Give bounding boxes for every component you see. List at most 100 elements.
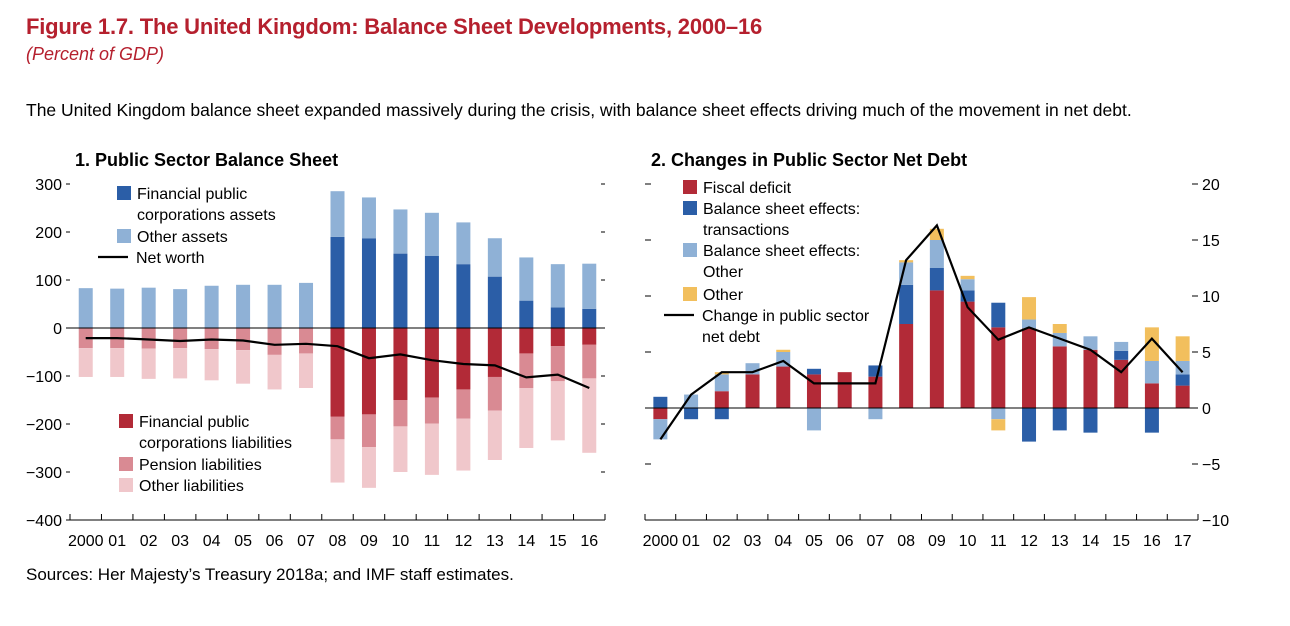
bar-other-liabilities bbox=[78, 348, 93, 377]
x-tick-label: 09 bbox=[360, 533, 378, 550]
bar-financial-public-corporations-assets bbox=[330, 236, 345, 328]
bar-fiscal-deficit bbox=[991, 327, 1006, 408]
legend-label: Other bbox=[703, 264, 744, 281]
legend-label: Balance sheet effects: bbox=[703, 201, 860, 218]
bar-other-liabilities bbox=[299, 353, 314, 388]
legend-label: Fiscal deficit bbox=[703, 180, 792, 197]
bar-fiscal-deficit bbox=[929, 290, 944, 408]
bar-financial-public-corporations-assets bbox=[519, 300, 534, 328]
legend-swatch bbox=[119, 457, 133, 471]
x-tick-label: 06 bbox=[836, 533, 854, 550]
bar-other-assets bbox=[456, 222, 471, 265]
bar-pension-liabilities bbox=[550, 346, 565, 382]
bar-other-assets bbox=[236, 284, 251, 328]
x-tick-label: 02 bbox=[713, 533, 731, 550]
bar-balance-sheet-effects-other bbox=[991, 408, 1006, 420]
y-tick-label: −300 bbox=[26, 465, 62, 482]
x-tick-label: 17 bbox=[1174, 533, 1192, 550]
x-tick-label: 12 bbox=[454, 533, 472, 550]
bar-balance-sheet-effects-transactions bbox=[868, 365, 883, 377]
bar-other bbox=[929, 228, 944, 240]
bar-balance-sheet-effects-transactions bbox=[1114, 350, 1129, 360]
bar-balance-sheet-effects-other bbox=[868, 408, 883, 420]
bar-financial-public-corporations-liabilities bbox=[519, 328, 534, 354]
x-tick-label: 13 bbox=[1051, 533, 1069, 550]
bar-other bbox=[1052, 324, 1067, 333]
y-tick-label: −400 bbox=[26, 513, 62, 530]
x-tick-label: 10 bbox=[392, 533, 410, 550]
bar-balance-sheet-effects-transactions bbox=[1022, 408, 1037, 442]
figure-summary: The United Kingdom balance sheet expande… bbox=[26, 100, 1132, 120]
bar-balance-sheet-effects-other bbox=[714, 374, 729, 392]
bar-balance-sheet-effects-transactions bbox=[991, 302, 1006, 328]
x-tick-label: 04 bbox=[203, 533, 221, 550]
y-tick-label: 10 bbox=[1202, 289, 1220, 306]
x-tick-label: 16 bbox=[1143, 533, 1161, 550]
bar-other-assets bbox=[393, 209, 408, 254]
bar-pension-liabilities bbox=[487, 376, 502, 411]
bar-financial-public-corporations-assets bbox=[424, 256, 439, 328]
bar-pension-liabilities bbox=[519, 353, 534, 388]
y-tick-label: −200 bbox=[26, 417, 62, 434]
bar-balance-sheet-effects-transactions bbox=[1052, 408, 1067, 431]
bar-fiscal-deficit bbox=[653, 408, 668, 420]
bar-fiscal-deficit bbox=[1114, 359, 1129, 408]
bar-other-assets bbox=[204, 285, 219, 328]
bar-other-assets bbox=[267, 284, 282, 328]
bar-other-liabilities bbox=[487, 410, 502, 460]
bar-fiscal-deficit bbox=[899, 324, 914, 408]
x-tick-label: 11 bbox=[990, 533, 1007, 550]
x-tick-label: 12 bbox=[1020, 533, 1038, 550]
bar-balance-sheet-effects-transactions bbox=[1144, 408, 1159, 433]
bar-other bbox=[1144, 327, 1159, 361]
bar-other-assets bbox=[550, 264, 565, 308]
legend-swatch bbox=[683, 201, 697, 215]
bar-other bbox=[776, 349, 791, 352]
bar-other-liabilities bbox=[393, 426, 408, 472]
bar-balance-sheet-effects-other bbox=[745, 363, 760, 375]
bar-balance-sheet-effects-transactions bbox=[899, 284, 914, 324]
bar-other-assets bbox=[141, 287, 156, 328]
bar-other bbox=[1175, 336, 1190, 361]
legend-label: Balance sheet effects: bbox=[703, 243, 860, 260]
legend-label: Pension liabilities bbox=[139, 457, 262, 474]
bar-other-assets bbox=[487, 238, 502, 277]
x-tick-label: 03 bbox=[744, 533, 762, 550]
panel2-title: 2. Changes in Public Sector Net Debt bbox=[651, 150, 967, 170]
y-tick-label: 100 bbox=[35, 273, 62, 290]
bar-other bbox=[960, 275, 975, 280]
x-tick-label: 2000 bbox=[68, 533, 104, 550]
bar-other bbox=[1022, 297, 1037, 320]
x-tick-label: 10 bbox=[959, 533, 977, 550]
bar-fiscal-deficit bbox=[714, 391, 729, 408]
bar-balance-sheet-effects-other bbox=[1083, 336, 1098, 350]
bar-other-liabilities bbox=[330, 439, 345, 483]
bar-other-liabilities bbox=[204, 349, 219, 381]
legend-label: Net worth bbox=[136, 250, 204, 267]
bar-balance-sheet-effects-transactions bbox=[1083, 408, 1098, 433]
bar-financial-public-corporations-assets bbox=[361, 238, 376, 328]
bar-financial-public-corporations-assets bbox=[582, 308, 597, 328]
bar-other-liabilities bbox=[456, 418, 471, 471]
bar-other bbox=[991, 419, 1006, 431]
x-tick-label: 14 bbox=[1082, 533, 1100, 550]
bar-other-assets bbox=[78, 288, 93, 328]
legend-label: Other liabilities bbox=[139, 478, 244, 495]
x-tick-label: 08 bbox=[897, 533, 915, 550]
legend-label: transactions bbox=[703, 222, 789, 239]
bar-balance-sheet-effects-transactions bbox=[929, 268, 944, 291]
x-tick-label: 05 bbox=[234, 533, 252, 550]
legend-label: Change in public sector bbox=[702, 308, 870, 325]
x-tick-label: 15 bbox=[1112, 533, 1130, 550]
x-tick-label: 01 bbox=[682, 533, 700, 550]
legend-label: Financial public bbox=[137, 186, 247, 203]
bar-financial-public-corporations-assets bbox=[487, 276, 502, 328]
y-tick-label: 5 bbox=[1202, 345, 1211, 362]
x-tick-label: 07 bbox=[297, 533, 315, 550]
figure-subtitle: (Percent of GDP) bbox=[26, 44, 165, 64]
panel1-chart: −400 −300 −200 −100 0 100 200 300 2000 01 02 03 04 05… bbox=[26, 177, 606, 550]
bar-balance-sheet-effects-other bbox=[653, 419, 668, 440]
legend-label: Financial public bbox=[139, 414, 249, 431]
bar-financial-public-corporations-liabilities bbox=[361, 328, 376, 415]
